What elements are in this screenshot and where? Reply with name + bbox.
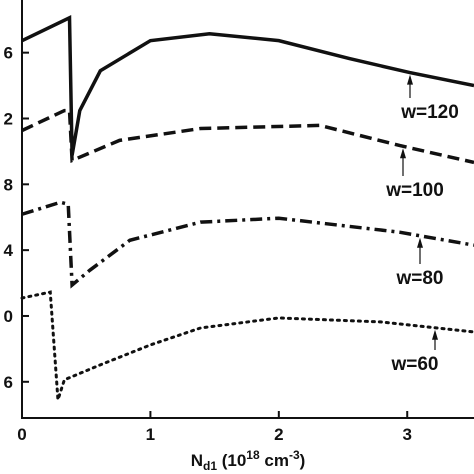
series-line — [21, 108, 474, 165]
x-tick-label: 0 — [17, 425, 26, 444]
y-tick-label: 6 — [4, 44, 13, 63]
y-tick-label: 8 — [4, 175, 13, 194]
x-label-part: cm — [260, 451, 289, 470]
y-tick-label: 6 — [4, 373, 13, 392]
series-label: w=60 — [390, 354, 438, 375]
x-tick-label: 3 — [402, 425, 411, 444]
y-tick-label: 0 — [4, 307, 13, 326]
arrow-head — [407, 74, 413, 85]
series-label: w=120 — [400, 102, 459, 123]
y-tick-label: 4 — [4, 241, 14, 260]
series-line — [20, 290, 474, 401]
arrow-head — [400, 148, 406, 159]
series-line — [21, 15, 474, 156]
x-tick-label: 1 — [146, 425, 155, 444]
x-label-part: d1 — [203, 459, 217, 473]
series-label: w=100 — [385, 180, 444, 201]
x-label-part: -3 — [289, 448, 300, 462]
arrow-head — [417, 237, 423, 248]
x-label-part: N — [191, 451, 203, 470]
arrow-head — [432, 329, 438, 340]
series-label: w=80 — [395, 268, 443, 289]
x-axis-label: Nd1 (1018 cm-3) — [191, 448, 306, 473]
x-label-part: (10 — [217, 451, 246, 470]
x-tick-label: 2 — [274, 425, 283, 444]
x-label-part: ) — [300, 451, 306, 470]
series-line — [21, 200, 474, 289]
x-label-part: 18 — [246, 448, 260, 462]
y-tick-label: 2 — [4, 109, 13, 128]
